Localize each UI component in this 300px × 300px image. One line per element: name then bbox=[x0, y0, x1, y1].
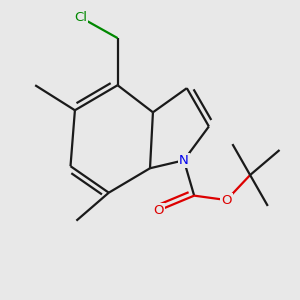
Text: Cl: Cl bbox=[74, 11, 87, 24]
Text: N: N bbox=[179, 154, 189, 167]
Text: O: O bbox=[154, 204, 164, 217]
Text: O: O bbox=[221, 194, 232, 207]
